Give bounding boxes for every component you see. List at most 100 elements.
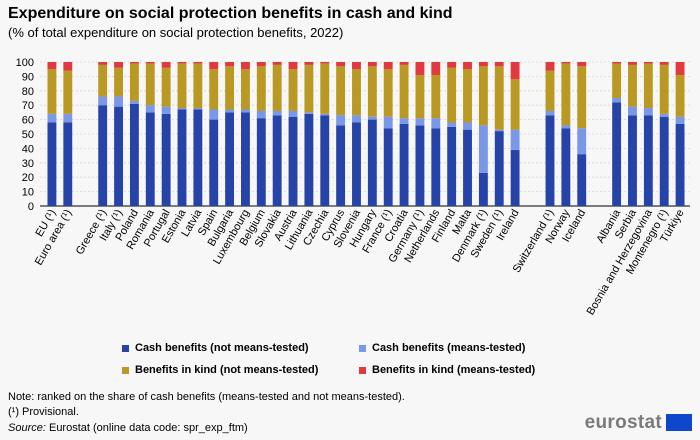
bar-segment: [561, 63, 571, 126]
bar-segment: [241, 69, 250, 110]
bar-segment: [114, 96, 123, 107]
bar-segment: [320, 63, 330, 114]
bar-segment: [367, 62, 377, 67]
bar-segment: [447, 122, 457, 127]
bar-segment: [383, 128, 393, 206]
bar-segment: [415, 118, 425, 126]
bar-segment: [63, 113, 73, 123]
bar-segment: [145, 63, 155, 106]
bar-segment: [225, 109, 235, 113]
bar-segment: [320, 62, 330, 64]
legend-item-cash-not-means-tested: Cash benefits (not means-tested): [122, 342, 309, 354]
legend-swatch: [359, 366, 366, 374]
bar-segment: [129, 63, 139, 101]
bar-segment: [352, 69, 361, 116]
bar-segment: [241, 109, 250, 113]
bar-segment: [161, 106, 171, 114]
bar-segment: [114, 62, 123, 68]
bar-segment: [675, 116, 685, 124]
bar-segment: [577, 154, 587, 206]
bar-segment: [320, 115, 330, 206]
chart-title: Expenditure on social protection benefit…: [8, 5, 453, 22]
bar-segment: [367, 116, 377, 120]
bar-segment: [478, 66, 488, 126]
bar-segment: [431, 128, 441, 206]
bar-segment: [643, 62, 653, 64]
y-tick-label: 80: [22, 86, 34, 98]
bar-segment: [304, 64, 314, 113]
bar-segment: [659, 64, 669, 114]
bar-segment: [463, 69, 472, 123]
bar-segment: [510, 62, 520, 80]
bar-segment: [193, 63, 203, 109]
bar-segment: [628, 115, 637, 206]
bar-segment: [272, 115, 282, 206]
bar-segment: [209, 109, 219, 120]
bar-segment: [98, 96, 108, 106]
y-tick-label: 20: [22, 172, 34, 184]
bar-segment: [494, 62, 504, 67]
bar-segment: [367, 119, 377, 206]
bar-segment: [675, 74, 685, 117]
bar-segment: [209, 69, 219, 110]
legend-swatch: [359, 344, 366, 352]
bar-segment: [577, 128, 587, 155]
legend-item-cash-means-tested: Cash benefits (means-tested): [359, 342, 525, 354]
bar-segment: [478, 125, 488, 173]
bar-segment: [675, 123, 685, 206]
y-tick-label: 10: [22, 187, 34, 199]
bar-segment: [193, 108, 203, 110]
bar-segment: [415, 125, 425, 206]
bar-segment: [399, 62, 409, 65]
bar-segment: [628, 62, 637, 65]
bar-segment: [241, 112, 250, 206]
bar-segment: [47, 122, 57, 206]
chart-subtitle: (% of total expenditure on social protec…: [8, 25, 344, 40]
bar-segment: [114, 67, 123, 97]
bar-segment: [256, 66, 266, 111]
note-source: Source: Eurostat (online data code: spr_…: [8, 422, 248, 434]
bar-segment: [478, 62, 488, 67]
bar-segment: [336, 125, 346, 206]
y-tick-label: 30: [22, 158, 34, 170]
bar-segment: [256, 62, 266, 67]
source-text: Eurostat (online data code: spr_exp_ftm): [45, 422, 248, 434]
bar-segment: [177, 108, 187, 110]
bar-segment: [145, 105, 155, 113]
bar-segment: [209, 119, 219, 206]
bar-segment: [114, 106, 123, 206]
bar-segment: [161, 67, 171, 107]
legend-label: Cash benefits (means-tested): [372, 342, 526, 354]
bar-segment: [612, 62, 622, 64]
y-tick-label: 70: [22, 100, 34, 112]
bar-segment: [447, 67, 457, 123]
bar-segment: [177, 62, 187, 64]
y-tick-label: 60: [22, 115, 34, 127]
bar-segment: [288, 116, 298, 206]
bar-segment: [577, 62, 587, 67]
bar-segment: [494, 129, 504, 132]
bar-segment: [145, 62, 155, 64]
bar-segment: [463, 62, 472, 70]
bar-segment: [161, 62, 171, 68]
bar-segment: [63, 62, 73, 71]
bar-segment: [545, 70, 555, 111]
bar-segment: [431, 118, 441, 129]
bar-segment: [47, 69, 57, 114]
bar-segment: [415, 62, 425, 75]
bar-segment: [63, 70, 73, 114]
bar-segment: [463, 122, 472, 130]
y-tick-label: 90: [22, 71, 34, 83]
bar-segment: [494, 131, 504, 206]
bar-segment: [209, 62, 219, 70]
bar-segment: [545, 115, 555, 206]
bar-segment: [383, 116, 393, 129]
bar-segment: [145, 112, 155, 206]
bar-segment: [129, 100, 139, 104]
bar-segment: [304, 62, 314, 65]
bar-segment: [399, 64, 409, 119]
bar-segment: [177, 109, 187, 206]
bar-segment: [510, 79, 520, 130]
bar-segment: [304, 113, 314, 206]
eu-flag-icon: [666, 414, 692, 431]
